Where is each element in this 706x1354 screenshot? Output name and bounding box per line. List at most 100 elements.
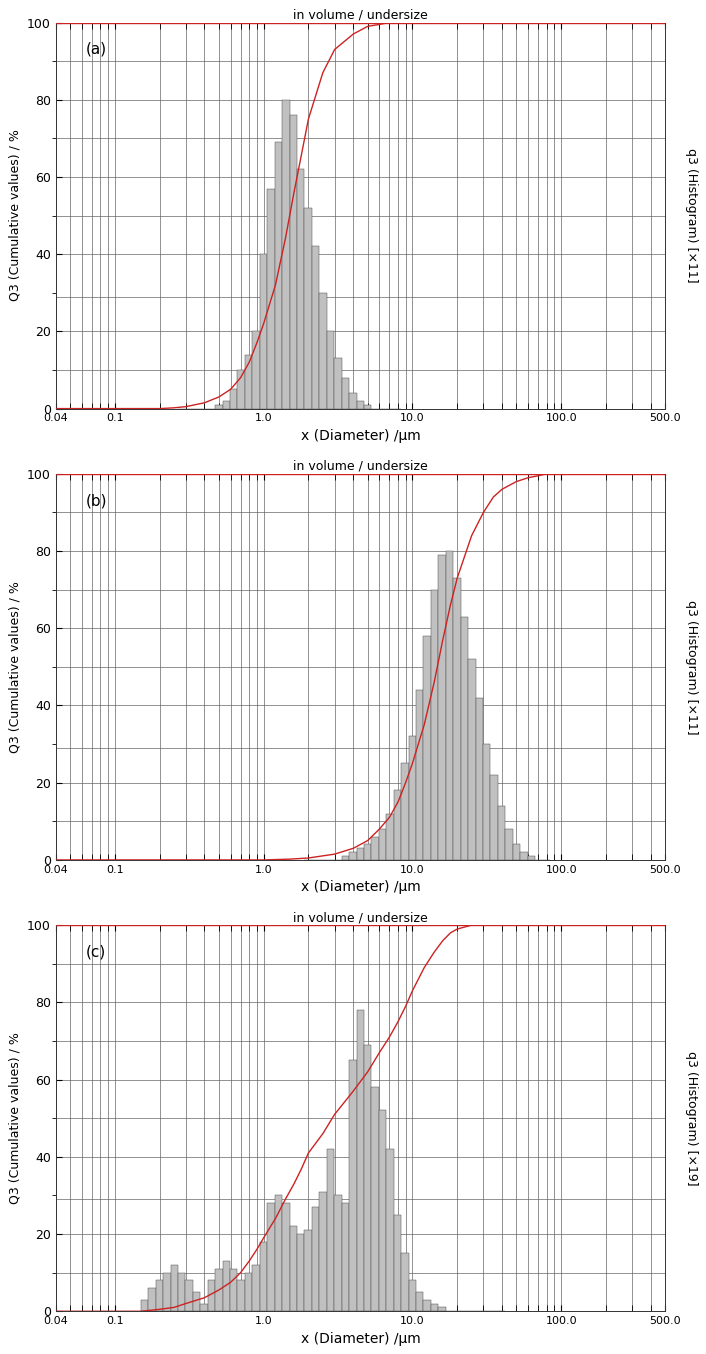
Bar bbox=[394, 791, 401, 860]
Bar bbox=[438, 1308, 445, 1311]
Bar bbox=[342, 1204, 349, 1311]
Text: (a): (a) bbox=[86, 42, 107, 57]
Bar bbox=[357, 1010, 364, 1311]
Bar bbox=[357, 849, 364, 860]
Bar bbox=[505, 829, 513, 860]
Bar bbox=[461, 616, 468, 860]
Bar bbox=[342, 378, 349, 409]
Bar bbox=[327, 1150, 334, 1311]
Bar bbox=[222, 1261, 230, 1311]
Bar bbox=[312, 246, 319, 409]
Bar bbox=[252, 1265, 260, 1311]
X-axis label: x (Diameter) /μm: x (Diameter) /μm bbox=[301, 880, 420, 895]
Bar bbox=[268, 188, 275, 409]
Y-axis label: Q3 (Cumulative values) / %: Q3 (Cumulative values) / % bbox=[8, 581, 21, 753]
Bar bbox=[513, 845, 520, 860]
Bar bbox=[193, 1292, 201, 1311]
Bar bbox=[312, 1206, 319, 1311]
Bar bbox=[445, 551, 453, 860]
Bar bbox=[401, 764, 409, 860]
Bar bbox=[491, 774, 498, 860]
Bar bbox=[289, 115, 297, 409]
Bar bbox=[483, 745, 491, 860]
Bar bbox=[357, 401, 364, 409]
Bar bbox=[319, 1192, 327, 1311]
Bar bbox=[379, 1110, 386, 1311]
Bar bbox=[268, 1204, 275, 1311]
Bar bbox=[178, 1273, 186, 1311]
Bar bbox=[282, 1204, 289, 1311]
Title: in volume / undersize: in volume / undersize bbox=[293, 8, 428, 22]
Bar bbox=[171, 1265, 178, 1311]
Bar bbox=[401, 1254, 409, 1311]
Bar bbox=[342, 856, 349, 860]
Bar bbox=[527, 856, 535, 860]
Y-axis label: q3 (Histogram) [×11]: q3 (Histogram) [×11] bbox=[685, 148, 698, 283]
Bar bbox=[289, 1227, 297, 1311]
Bar bbox=[349, 1060, 357, 1311]
Bar bbox=[237, 370, 245, 409]
Bar bbox=[155, 1281, 163, 1311]
Bar bbox=[282, 100, 289, 409]
Bar bbox=[386, 1150, 394, 1311]
Bar bbox=[252, 332, 260, 409]
X-axis label: x (Diameter) /μm: x (Diameter) /μm bbox=[301, 429, 420, 443]
Bar bbox=[409, 1281, 416, 1311]
Text: (b): (b) bbox=[86, 493, 107, 508]
Bar bbox=[230, 390, 237, 409]
Bar bbox=[230, 1269, 237, 1311]
Bar bbox=[237, 1281, 245, 1311]
Bar bbox=[364, 405, 371, 409]
Bar bbox=[215, 405, 222, 409]
Bar bbox=[409, 737, 416, 860]
Bar bbox=[371, 837, 379, 860]
Bar bbox=[163, 1273, 171, 1311]
X-axis label: x (Diameter) /μm: x (Diameter) /μm bbox=[301, 1332, 420, 1346]
Bar bbox=[476, 697, 483, 860]
Bar bbox=[349, 393, 357, 409]
Bar bbox=[424, 1300, 431, 1311]
Y-axis label: q3 (Histogram) [×11]: q3 (Histogram) [×11] bbox=[685, 600, 698, 734]
Bar bbox=[245, 1273, 252, 1311]
Bar bbox=[297, 1233, 304, 1311]
Bar bbox=[424, 636, 431, 860]
Bar bbox=[148, 1288, 155, 1311]
Bar bbox=[453, 578, 461, 860]
Bar bbox=[438, 555, 445, 860]
Bar bbox=[379, 829, 386, 860]
Bar bbox=[364, 1045, 371, 1311]
Title: in volume / undersize: in volume / undersize bbox=[293, 459, 428, 473]
Y-axis label: Q3 (Cumulative values) / %: Q3 (Cumulative values) / % bbox=[8, 1032, 21, 1204]
Y-axis label: Q3 (Cumulative values) / %: Q3 (Cumulative values) / % bbox=[8, 130, 21, 302]
Bar bbox=[327, 332, 334, 409]
Bar bbox=[275, 142, 282, 409]
Bar bbox=[260, 1242, 268, 1311]
Text: (c): (c) bbox=[86, 945, 107, 960]
Bar bbox=[334, 359, 342, 409]
Bar bbox=[319, 292, 327, 409]
Bar bbox=[349, 852, 357, 860]
Bar bbox=[468, 659, 476, 860]
Bar bbox=[371, 1087, 379, 1311]
Bar bbox=[245, 355, 252, 409]
Bar bbox=[520, 852, 527, 860]
Y-axis label: q3 (Histogram) [×19]: q3 (Histogram) [×19] bbox=[685, 1051, 698, 1186]
Bar bbox=[334, 1196, 342, 1311]
Bar bbox=[140, 1300, 148, 1311]
Bar bbox=[275, 1196, 282, 1311]
Bar bbox=[215, 1269, 222, 1311]
Title: in volume / undersize: in volume / undersize bbox=[293, 911, 428, 923]
Bar bbox=[416, 1292, 424, 1311]
Bar bbox=[208, 1281, 215, 1311]
Bar bbox=[431, 589, 438, 860]
Bar bbox=[386, 814, 394, 860]
Bar bbox=[416, 691, 424, 860]
Bar bbox=[431, 1304, 438, 1311]
Bar bbox=[297, 169, 304, 409]
Bar bbox=[260, 255, 268, 409]
Bar bbox=[498, 806, 505, 860]
Bar bbox=[222, 401, 230, 409]
Bar bbox=[394, 1215, 401, 1311]
Bar bbox=[304, 207, 312, 409]
Bar bbox=[201, 1304, 208, 1311]
